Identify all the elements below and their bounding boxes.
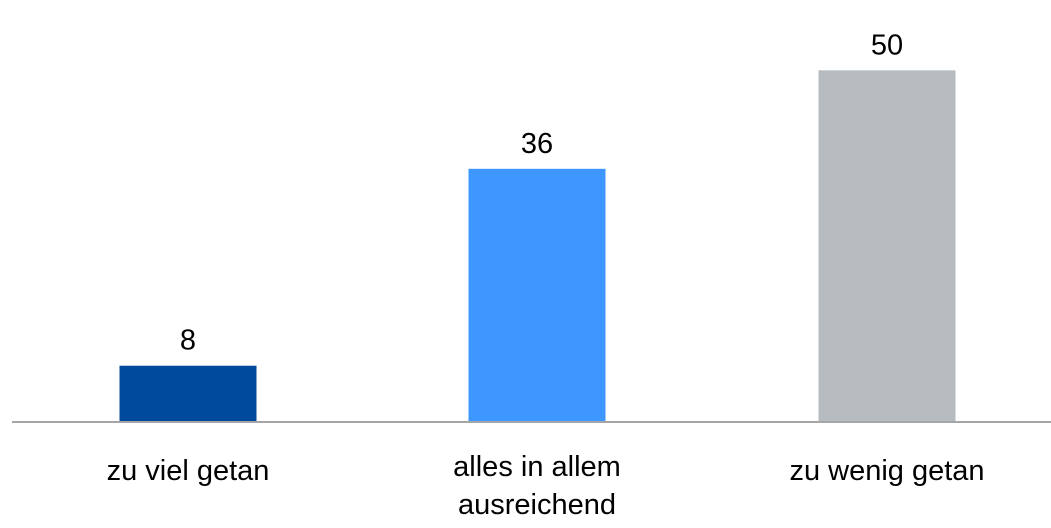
bar-0 xyxy=(119,365,257,422)
bars-layer xyxy=(119,70,956,422)
category-label-0: zu viel getan xyxy=(107,455,270,487)
value-label-0: 8 xyxy=(180,325,196,357)
bar-1 xyxy=(468,168,606,422)
bar-2 xyxy=(818,70,956,422)
category-label-1-line-0: alles in allem xyxy=(453,451,621,483)
category-label-2: zu wenig getan xyxy=(789,455,984,487)
value-labels-layer: 8 36 50 xyxy=(180,29,903,356)
category-labels-layer: zu viel getan alles in allem ausreichend zu… xyxy=(107,451,985,521)
value-label-2: 50 xyxy=(871,29,903,61)
category-label-1-line-1: ausreichend xyxy=(458,489,616,521)
value-label-1: 36 xyxy=(521,128,553,160)
